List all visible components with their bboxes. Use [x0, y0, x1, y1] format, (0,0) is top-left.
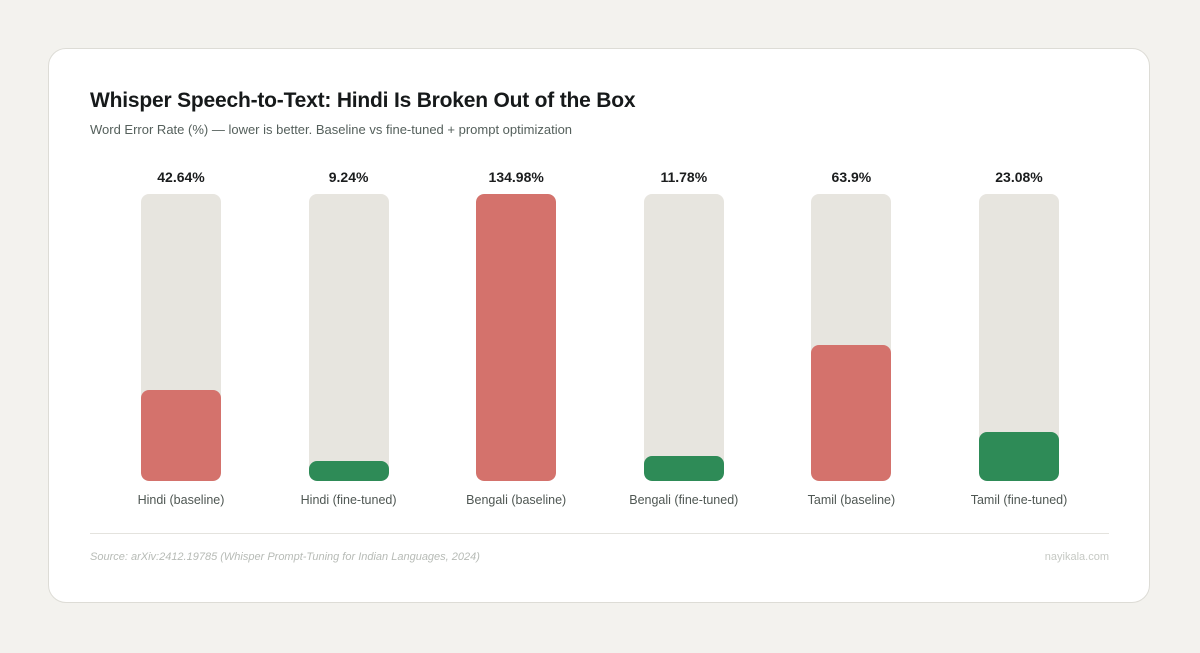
- bar-fill: [979, 431, 1059, 481]
- bar-value-label: 9.24%: [328, 169, 369, 185]
- bar-value-label: 23.08%: [995, 169, 1043, 185]
- bar-fill: [643, 455, 724, 481]
- chart-subtitle: Word Error Rate (%) — lower is better. B…: [90, 122, 573, 137]
- bar-category-label: Hindi (baseline): [137, 493, 225, 507]
- chart-card: Whisper Speech-to-Text: Hindi Is Broken …: [48, 48, 1150, 603]
- bar-value-label: 63.9%: [831, 169, 872, 185]
- bar-category-label: Bengali (fine-tuned): [629, 493, 739, 507]
- chart-title: Whisper Speech-to-Text: Hindi Is Broken …: [90, 89, 636, 112]
- bar-track: [141, 194, 221, 481]
- divider: [90, 533, 1109, 534]
- bar-track: [979, 194, 1059, 481]
- bar-category-label: Bengali (baseline): [466, 493, 567, 507]
- bar-fill: [476, 194, 557, 481]
- bar-value-label: 134.98%: [488, 169, 544, 185]
- bar-track: [476, 194, 557, 481]
- bar-fill: [308, 461, 389, 481]
- bar-category-label: Hindi (fine-tuned): [300, 493, 397, 507]
- bar-fill: [141, 390, 221, 481]
- bar-value-label: 42.64%: [157, 169, 205, 185]
- bar-track: [308, 194, 389, 481]
- bar-track: [811, 194, 892, 481]
- source-note: Source: arXiv:2412.19785 (Whisper Prompt…: [90, 551, 480, 563]
- bar-track: [643, 194, 724, 481]
- brand-label: nayikala.com: [1044, 551, 1109, 563]
- bar-category-label: Tamil (baseline): [807, 493, 896, 507]
- bar-category-label: Tamil (fine-tuned): [970, 493, 1068, 507]
- bar-fill: [811, 345, 892, 481]
- bar-value-label: 11.78%: [660, 169, 708, 185]
